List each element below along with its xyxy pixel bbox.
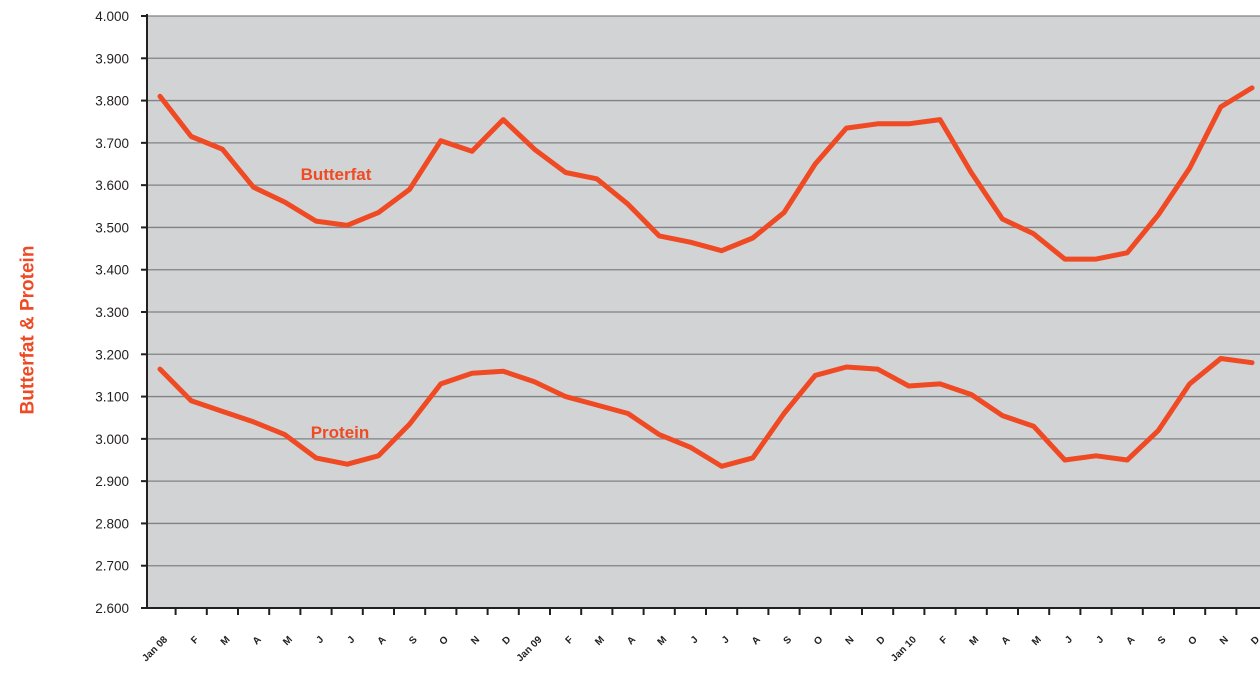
x-tick-label: O: [812, 634, 825, 647]
x-tick-label: D: [875, 634, 888, 647]
x-tick-label: F: [564, 634, 576, 646]
x-tick-label: N: [469, 634, 482, 647]
x-tick-label: M: [1030, 634, 1044, 648]
x-tick-label: S: [782, 634, 795, 647]
x-tick-label: F: [938, 634, 950, 646]
x-tick-label: N: [1218, 634, 1231, 647]
x-tick-label: Jan 09: [515, 634, 545, 664]
x-tick-label: O: [438, 634, 451, 647]
x-tick-label: S: [407, 634, 420, 647]
y-tick-label: 2.700: [95, 559, 129, 574]
x-tick-label: M: [593, 634, 607, 648]
series-line-protein: [157, 356, 1255, 469]
x-tick-label: Jan 08: [140, 634, 170, 664]
x-tick-label: Jan 10: [889, 634, 919, 664]
y-tick-label: 2.900: [95, 474, 129, 489]
y-tick-label: 3.400: [95, 263, 129, 278]
x-tick-label: M: [219, 634, 233, 648]
x-axis-ticks: Jan 08 F M A M J J A S O N D Jan 09 F M A M J J A S O N D Jan 10…: [140, 608, 1260, 664]
x-tick-label: S: [1156, 634, 1169, 647]
y-tick-label: 3.700: [95, 136, 129, 151]
y-tick-label: 2.800: [95, 516, 129, 531]
y-tick-label: 3.500: [95, 220, 129, 235]
x-tick-label: M: [281, 634, 295, 648]
y-tick-label: 2.600: [95, 601, 129, 616]
x-tick-label: D: [1249, 634, 1260, 647]
x-tick-label: A: [750, 634, 763, 647]
x-tick-label: J: [720, 634, 732, 646]
x-tick-label: D: [500, 634, 513, 647]
x-tick-label: N: [844, 634, 857, 647]
gridlines: [147, 15, 1260, 567]
x-tick-label: F: [189, 634, 201, 646]
x-tick-label: A: [251, 634, 264, 647]
y-tick-label: 4.000: [95, 9, 129, 24]
axes: [146, 14, 1260, 609]
y-tick-label: 3.800: [95, 94, 129, 109]
series-label-butterfat: Butterfat: [301, 165, 372, 184]
y-tick-label: 3.600: [95, 178, 129, 193]
x-tick-label: O: [1186, 634, 1199, 647]
series-line-butterfat: [157, 85, 1255, 262]
x-tick-label: J: [689, 634, 701, 646]
x-tick-label: J: [1063, 634, 1075, 646]
y-tick-label: 3.000: [95, 432, 129, 447]
x-tick-label: A: [625, 634, 638, 647]
x-tick-label: A: [1000, 634, 1013, 647]
x-tick-label: M: [968, 634, 982, 648]
y-axis-ticks: 2.600 2.700 2.800 2.900 3.000 3.100 3.200 3.300…: [95, 9, 147, 616]
y-tick-label: 3.900: [95, 51, 129, 66]
x-tick-label: M: [656, 634, 670, 648]
series-label-protein: Protein: [311, 423, 370, 442]
x-tick-label: J: [346, 634, 358, 646]
series-layer: Butterfat Protein: [157, 85, 1255, 469]
x-tick-label: A: [1124, 634, 1137, 647]
x-tick-label: J: [1094, 634, 1106, 646]
y-tick-label: 3.100: [95, 390, 129, 405]
x-tick-label: J: [314, 634, 326, 646]
x-tick-label: A: [376, 634, 389, 647]
y-tick-label: 3.300: [95, 305, 129, 320]
y-tick-label: 3.200: [95, 347, 129, 362]
